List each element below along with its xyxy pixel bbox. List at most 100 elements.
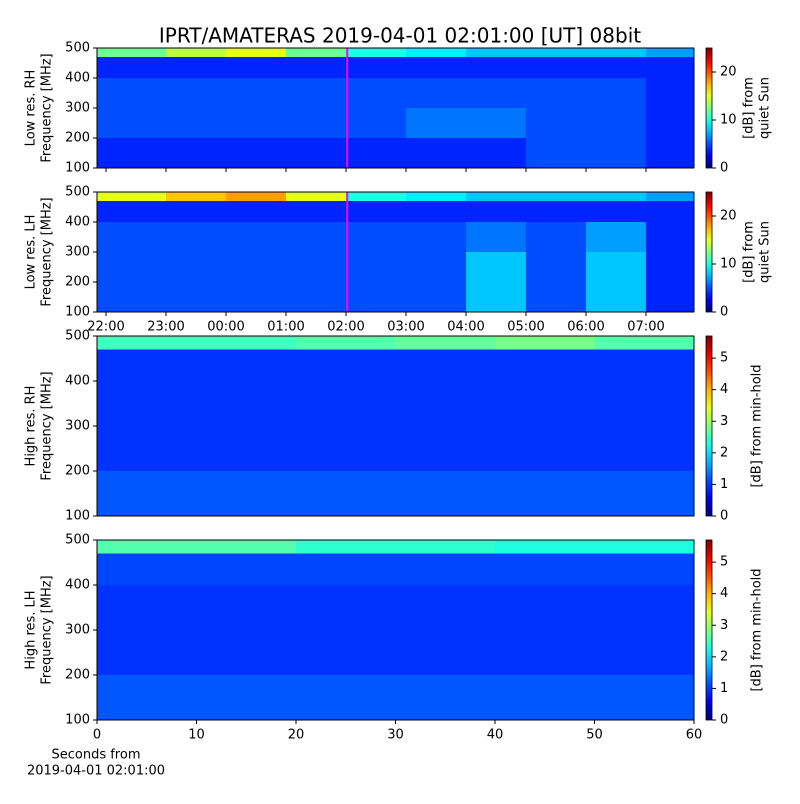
heatmap-cell <box>594 381 694 426</box>
colorbar-tick-label: 0 <box>720 161 728 176</box>
colorbar <box>705 335 713 517</box>
colorbar-tick-label: 4 <box>720 382 728 397</box>
heatmap-cell <box>594 426 694 471</box>
colorbar-label: [dB] from <box>742 221 757 283</box>
heatmap-cell <box>226 138 286 168</box>
heatmap-cell <box>594 349 694 381</box>
colorbar-tick-label: 1 <box>720 477 728 492</box>
heatmap-cell <box>406 201 466 222</box>
colorbar-tick-label: 10 <box>720 113 737 128</box>
heatmap-cell <box>586 108 646 138</box>
heatmap-cell <box>395 349 495 381</box>
heatmap-cell <box>594 336 694 350</box>
heatmap-cell <box>346 201 406 222</box>
y-tick-label: 400 <box>65 374 90 389</box>
heatmap-cell <box>97 138 166 168</box>
heatmap-cell <box>226 57 286 78</box>
x-tick-label: 02:00 <box>327 320 364 335</box>
heatmap-cell <box>296 471 396 516</box>
heatmap-cell <box>526 201 586 222</box>
heatmap-cell <box>466 108 526 138</box>
heatmap-cell <box>586 222 646 252</box>
y-tick-label: 300 <box>65 623 90 638</box>
colorbar-tick-label: 5 <box>720 351 728 366</box>
heatmap-cell <box>646 108 694 138</box>
colorbar <box>705 191 713 313</box>
y-tick-label: 500 <box>65 185 90 200</box>
heatmap-cell <box>646 222 694 252</box>
x-tick-label: 20 <box>288 728 305 743</box>
colorbar-tick-label: 0 <box>720 305 728 320</box>
heatmap-cell <box>466 78 526 108</box>
heatmap-cell <box>226 108 286 138</box>
heatmap-cell <box>166 138 226 168</box>
heatmap-cell <box>406 48 466 57</box>
heatmap-cell <box>286 252 346 282</box>
heatmap-cell <box>346 192 406 201</box>
heatmap-cell <box>406 192 466 201</box>
heatmap-cell <box>296 630 396 675</box>
heatmap-cell <box>286 192 346 201</box>
heatmap-cell <box>296 426 396 471</box>
heatmap-cell <box>97 252 166 282</box>
heatmap-cell <box>196 585 296 630</box>
colorbar-tick-label: 10 <box>720 257 737 272</box>
y-tick-label: 300 <box>65 101 90 116</box>
y-tick-label: 500 <box>65 533 90 548</box>
heatmap-cell <box>166 201 226 222</box>
heatmap-cell <box>526 138 586 168</box>
y-tick-label: 400 <box>65 71 90 86</box>
y-tick-label: 400 <box>65 578 90 593</box>
heatmap-cell <box>296 381 396 426</box>
heatmap-cell <box>97 349 197 381</box>
heatmap-cell <box>395 553 495 585</box>
colorbar-tick-label: 3 <box>720 414 728 429</box>
heatmap-cell <box>286 282 346 312</box>
heatmap-cell <box>466 252 526 282</box>
x-tick-label: 01:00 <box>267 320 304 335</box>
heatmap-cell <box>594 471 694 516</box>
x-tick-label: 03:00 <box>387 320 424 335</box>
heatmap-cell <box>166 78 226 108</box>
heatmap-cell <box>495 471 595 516</box>
heatmap-cell <box>495 426 595 471</box>
x-tick-label: 22:00 <box>87 320 124 335</box>
heatmap-cell <box>196 336 296 350</box>
heatmap-cell <box>97 675 197 720</box>
heatmap-cell <box>97 336 197 350</box>
heatmap-cell <box>226 48 286 57</box>
colorbar-label: quiet Sun <box>758 77 773 139</box>
heatmap-cell <box>166 48 226 57</box>
y-tick-label: 200 <box>65 464 90 479</box>
y-axis-label: Low res. LH <box>24 215 39 290</box>
colorbar-tick-label: 20 <box>720 209 737 224</box>
heatmap-cell <box>495 540 595 554</box>
x-tick-label: 07:00 <box>627 320 664 335</box>
heatmap-cell <box>526 222 586 252</box>
heatmap-cell <box>646 48 694 57</box>
heatmap-cell <box>286 108 346 138</box>
heatmap-cell <box>97 48 166 57</box>
y-axis-label: Low res. RH <box>24 70 39 147</box>
heatmap-cell <box>395 540 495 554</box>
x-tick-label: 10 <box>188 728 205 743</box>
heatmap-cell <box>526 108 586 138</box>
heatmap-cell <box>226 201 286 222</box>
heatmap-cell <box>166 222 226 252</box>
heatmap-cell <box>495 585 595 630</box>
heatmap-cell <box>495 675 595 720</box>
x-tick-label: 00:00 <box>207 320 244 335</box>
heatmap-cell <box>526 48 586 57</box>
heatmap-cell <box>97 381 197 426</box>
x-tick-label: 23:00 <box>147 320 184 335</box>
heatmap-cell <box>406 282 466 312</box>
heatmap-cell <box>286 222 346 252</box>
y-tick-label: 200 <box>65 668 90 683</box>
heatmap-cell <box>586 138 646 168</box>
heatmap-cell <box>346 78 406 108</box>
heatmap-cell <box>97 192 166 201</box>
heatmap-cell <box>646 138 694 168</box>
heatmap-cell <box>166 192 226 201</box>
heatmap-cell <box>196 426 296 471</box>
heatmap-cell <box>346 48 406 57</box>
